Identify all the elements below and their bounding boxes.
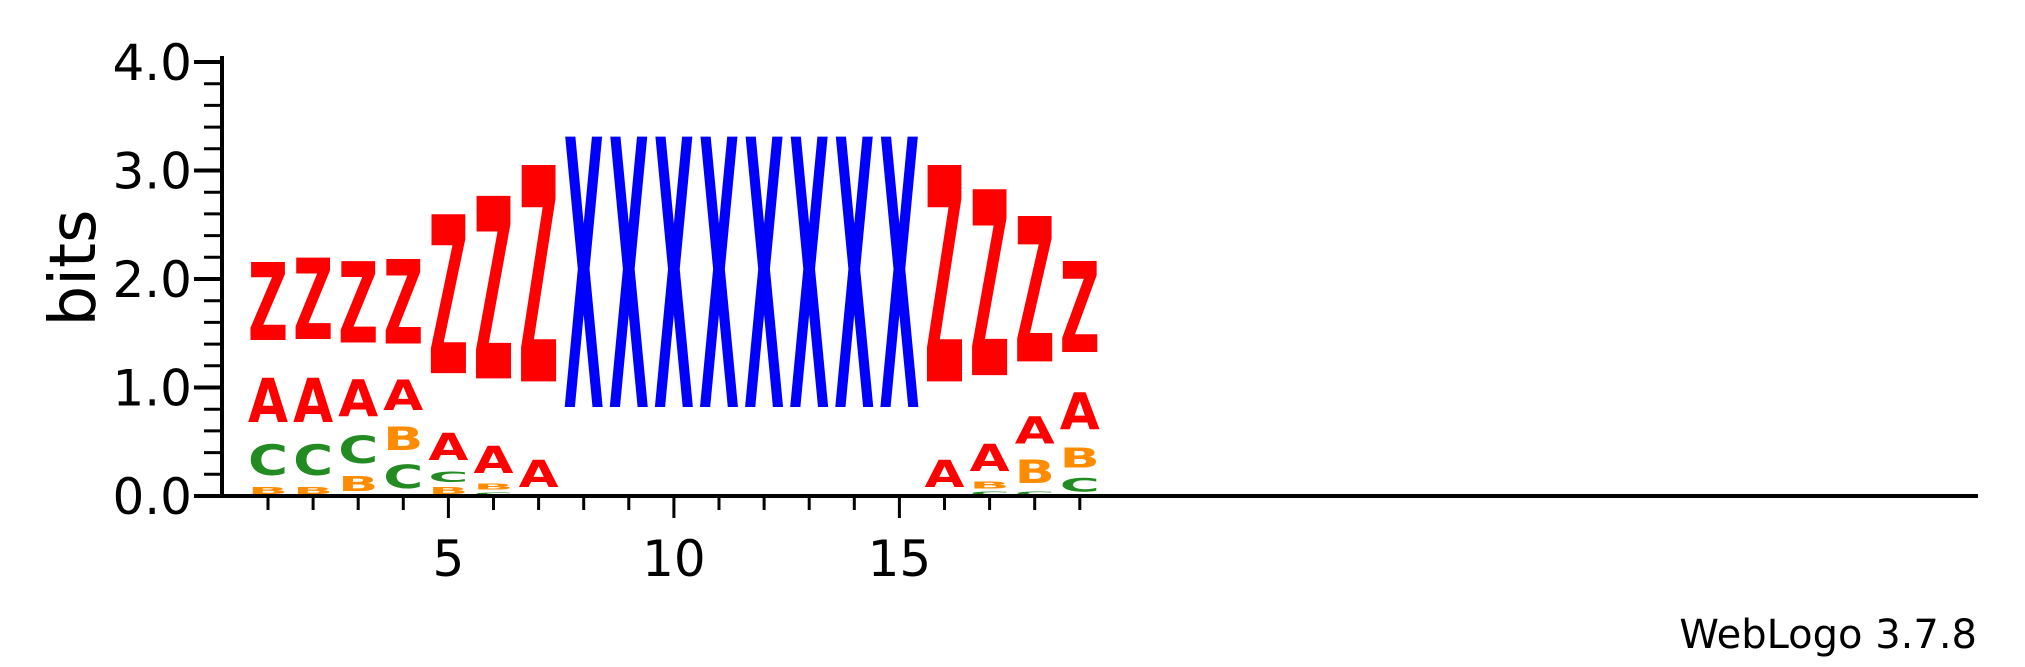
logo-glyph-b: B xyxy=(474,482,514,492)
logo-glyph-x: X xyxy=(789,64,829,495)
logo-glyph-z: Z xyxy=(925,107,965,452)
logo-glyph-x: X xyxy=(564,64,604,495)
logo-glyph-b: B xyxy=(428,485,468,496)
logo-glyph-a: A xyxy=(474,438,514,482)
logo-glyph-z: Z xyxy=(970,139,1010,436)
logo-glyph-a: A xyxy=(519,452,559,496)
logo-glyph-z: Z xyxy=(519,107,559,452)
logo-glyph-c: C xyxy=(1015,491,1055,496)
logo-glyph-z: Z xyxy=(1060,236,1100,382)
logo-glyph-a: A xyxy=(970,436,1010,480)
logo-glyph-a: A xyxy=(1015,409,1055,453)
logo-glyph-b: B xyxy=(293,485,333,496)
logo-glyph-z: Z xyxy=(293,235,333,366)
logo-glyph-a: A xyxy=(248,367,288,437)
logo-glyph-a: A xyxy=(925,452,965,496)
y-tick-label: 4.0 xyxy=(112,34,192,92)
y-axis-ticks: 0.0 1.0 2.0 3.0 4.0 xyxy=(112,34,222,526)
logo-glyph-z: Z xyxy=(248,242,288,366)
x-tick-label: 10 xyxy=(642,530,706,588)
logo-glyph-c: C xyxy=(338,429,378,472)
logo-glyph-b: B xyxy=(383,421,423,458)
x-tick-label: 5 xyxy=(432,530,464,588)
logo-glyph-x: X xyxy=(699,64,739,495)
logo-glyph-x: X xyxy=(834,64,874,495)
logo-glyph-b: B xyxy=(970,480,1010,491)
logo-glyph-b: B xyxy=(338,473,378,497)
logo-glyph-c: C xyxy=(970,491,1010,496)
logo-glyph-z: Z xyxy=(1015,177,1055,409)
logo-glyph-b: B xyxy=(1015,454,1055,491)
logo-glyph-x: X xyxy=(609,64,649,495)
y-tick-label: 2.0 xyxy=(112,251,192,309)
logo-glyph-c: C xyxy=(293,437,333,485)
logo-glyph-a: A xyxy=(338,370,378,430)
x-tick-label: 15 xyxy=(868,530,932,588)
logo-glyph-c: C xyxy=(248,437,288,485)
logo-glyph-b: B xyxy=(248,485,288,496)
logo-glyph-z: Z xyxy=(338,238,378,369)
logo-glyph-z: Z xyxy=(428,172,468,426)
logo-glyph-a: A xyxy=(1060,383,1100,443)
logo-glyph-c: C xyxy=(1060,474,1100,496)
weblogo-version-label: WebLogo 3.7.8 xyxy=(1679,612,1977,658)
y-axis-label: bits xyxy=(37,210,111,327)
logo-glyph-z: Z xyxy=(383,237,423,371)
logo-glyph-x: X xyxy=(744,64,784,495)
logo-glyph-c: C xyxy=(474,492,514,496)
logo-glyph-a: A xyxy=(383,372,424,421)
y-tick-label: 3.0 xyxy=(112,143,192,201)
logo-glyph-x: X xyxy=(654,64,694,495)
y-tick-label: 1.0 xyxy=(112,360,192,418)
y-tick-label: 0.0 xyxy=(112,468,192,526)
logo-glyph-b: B xyxy=(1060,442,1100,474)
logo-glyph-a: A xyxy=(293,367,333,437)
logo-glyph-c: C xyxy=(383,458,423,496)
x-axis-ticks: 5 10 15 xyxy=(266,496,1082,588)
logo-glyph-x: X xyxy=(879,64,919,495)
logo-glyph-c: C xyxy=(428,469,468,485)
logo-glyph-z: Z xyxy=(474,146,514,437)
logo-glyph-a: A xyxy=(428,425,468,469)
